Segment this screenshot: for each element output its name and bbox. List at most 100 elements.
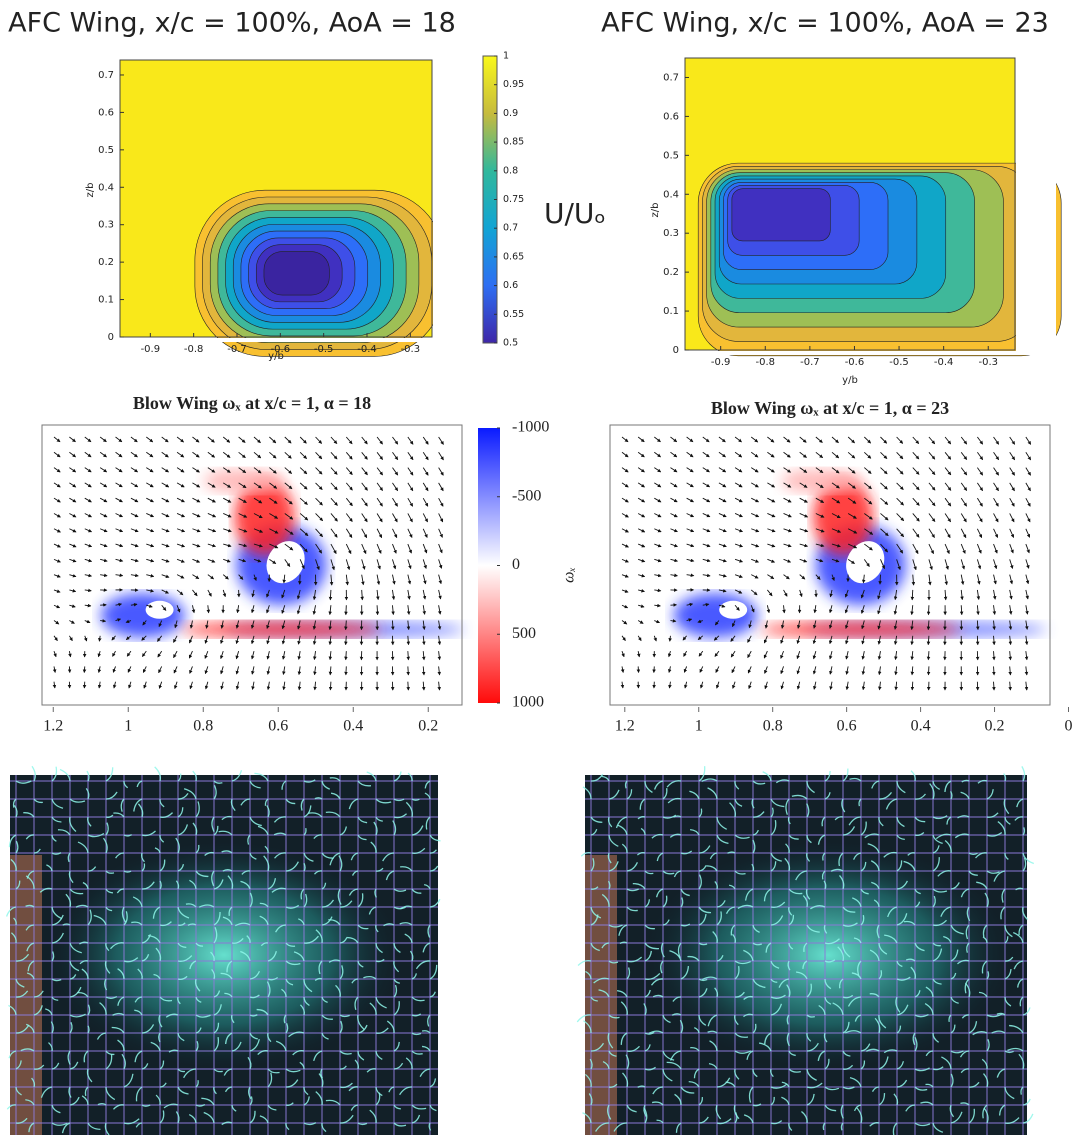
tuft bbox=[677, 942, 682, 959]
velocity-vector bbox=[751, 543, 760, 548]
wing-edge bbox=[585, 855, 617, 1135]
velocity-vector bbox=[621, 497, 629, 503]
colorbar-tick-label: 0 bbox=[512, 556, 520, 573]
tuft bbox=[618, 924, 628, 936]
tuft bbox=[177, 1032, 185, 1042]
tuft bbox=[375, 867, 384, 872]
tuft bbox=[637, 1085, 646, 1088]
velocity-vector bbox=[361, 559, 366, 570]
velocity-vector bbox=[654, 467, 662, 473]
tuft bbox=[644, 899, 651, 908]
velocity-vector bbox=[84, 619, 91, 624]
tuft bbox=[622, 1072, 629, 1088]
tuft bbox=[608, 861, 619, 872]
velocity-vector bbox=[253, 467, 262, 474]
velocity-vector bbox=[422, 452, 429, 461]
velocity-vector bbox=[670, 482, 678, 488]
velocity-vector bbox=[880, 436, 888, 444]
velocity-vector bbox=[223, 513, 232, 518]
velocity-vector bbox=[766, 605, 771, 614]
tuft bbox=[105, 767, 114, 782]
tuft bbox=[79, 960, 89, 965]
tuft bbox=[102, 837, 108, 854]
y-tick-label: 0.4 bbox=[98, 182, 114, 193]
velocity-vector bbox=[376, 559, 381, 570]
tuft bbox=[616, 989, 628, 998]
panel-title: AFC Wing, x/c = 100%, AoA = 18 bbox=[8, 8, 456, 39]
tuft bbox=[346, 936, 359, 944]
tuft bbox=[656, 852, 664, 862]
tuft bbox=[375, 942, 383, 954]
velocity-vector bbox=[1009, 574, 1014, 585]
velocity-vector bbox=[421, 666, 426, 676]
velocity-vector bbox=[189, 666, 193, 674]
y-tick-label: 0.4 bbox=[663, 189, 679, 200]
tuft bbox=[428, 1122, 432, 1131]
tuft-photo bbox=[5, 765, 441, 1135]
velocity-vector bbox=[654, 436, 661, 443]
tuft bbox=[25, 834, 35, 840]
velocity-vector bbox=[684, 681, 688, 689]
velocity-vector bbox=[281, 635, 286, 645]
velocity-vector bbox=[375, 605, 380, 616]
velocity-vector bbox=[748, 620, 752, 629]
tuft bbox=[256, 1008, 269, 1016]
tuft bbox=[137, 968, 143, 980]
velocity-vector bbox=[391, 605, 395, 616]
velocity-vector bbox=[146, 543, 155, 548]
y-tick-label: 0.3 bbox=[98, 220, 114, 231]
tuft bbox=[249, 892, 253, 908]
tuft bbox=[87, 832, 105, 838]
velocity-vector bbox=[896, 528, 905, 538]
velocity-vector bbox=[407, 528, 413, 539]
velocity-vector bbox=[238, 436, 246, 443]
tuft bbox=[158, 1014, 163, 1028]
tuft bbox=[15, 1086, 22, 1096]
velocity-vector bbox=[831, 528, 842, 533]
tuft bbox=[159, 1082, 167, 1088]
tuft bbox=[285, 1079, 299, 1088]
velocity-vector bbox=[143, 681, 147, 689]
tuft bbox=[662, 788, 668, 800]
velocity-vector bbox=[188, 635, 193, 644]
velocity-vector bbox=[1008, 605, 1013, 615]
velocity-vector bbox=[637, 513, 646, 518]
velocity-vector bbox=[238, 528, 248, 533]
tuft bbox=[40, 1086, 53, 1098]
tuft bbox=[662, 895, 668, 908]
velocity-vector bbox=[115, 543, 124, 548]
velocity-vector bbox=[877, 651, 882, 660]
colorbar bbox=[478, 428, 500, 703]
tuft bbox=[608, 1083, 618, 1088]
velocity-vector bbox=[312, 635, 317, 645]
velocity-vector bbox=[345, 482, 353, 491]
velocity-vector bbox=[146, 467, 154, 473]
velocity-vector bbox=[783, 497, 792, 503]
tuft bbox=[5, 906, 17, 917]
velocity-vector bbox=[861, 666, 866, 676]
tuft bbox=[154, 766, 161, 782]
velocity-vector bbox=[161, 574, 170, 578]
velocity-vector bbox=[747, 650, 752, 659]
tuft bbox=[585, 970, 592, 980]
tuft bbox=[590, 906, 602, 919]
tuft bbox=[707, 1014, 718, 1027]
velocity-vector bbox=[312, 605, 317, 615]
vorticity-blob bbox=[234, 479, 295, 556]
tuft bbox=[240, 798, 251, 806]
tuft bbox=[411, 1050, 423, 1055]
tuft bbox=[307, 812, 323, 818]
velocity-vector bbox=[330, 559, 335, 571]
tuft bbox=[68, 870, 74, 884]
x-tick-label: 0.2 bbox=[418, 718, 438, 735]
velocity-vector bbox=[84, 467, 92, 473]
x-tick-label: -0.7 bbox=[800, 357, 820, 368]
tuft bbox=[33, 798, 43, 804]
velocity-vector bbox=[406, 635, 411, 646]
tuft bbox=[267, 951, 277, 962]
tuft bbox=[582, 1112, 592, 1124]
velocity-vector bbox=[422, 589, 427, 600]
velocity-vector bbox=[783, 482, 792, 488]
velocity-vector bbox=[281, 605, 286, 614]
velocity-vector bbox=[345, 467, 353, 476]
